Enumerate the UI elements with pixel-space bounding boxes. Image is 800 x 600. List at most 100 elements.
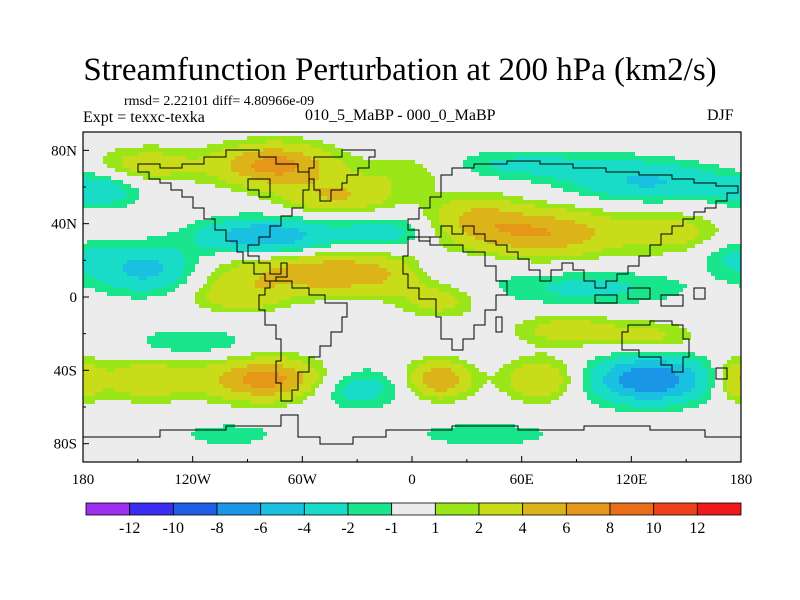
field-cell (227, 144, 232, 149)
field-cell (83, 152, 88, 157)
field-cell (603, 184, 608, 189)
field-cell (595, 216, 600, 221)
field-cell (155, 152, 160, 157)
field-cell (135, 212, 140, 217)
field-cell (419, 156, 424, 161)
field-cell (479, 192, 484, 197)
field-cell (419, 208, 424, 213)
field-cell (423, 140, 428, 145)
field-cell (339, 160, 344, 165)
field-cell (159, 184, 164, 189)
field-cell (431, 188, 436, 193)
field-cell (183, 192, 188, 197)
field-cell (687, 200, 692, 205)
field-cell (711, 152, 716, 157)
field-cell (631, 196, 636, 201)
field-cell (159, 156, 164, 161)
field-cell (735, 140, 740, 145)
field-cell (431, 168, 436, 173)
field-cell (507, 136, 512, 141)
field-cell (175, 160, 180, 165)
field-cell (271, 140, 276, 145)
field-cell (639, 156, 644, 161)
field-cell (387, 180, 392, 185)
field-cell (115, 144, 120, 149)
field-cell (479, 212, 484, 217)
field-cell (95, 136, 100, 141)
field-cell (171, 152, 176, 157)
field-cell (419, 168, 424, 173)
field-cell (619, 220, 624, 225)
field-cell (623, 192, 628, 197)
field-cell (551, 152, 556, 157)
field-cell (431, 132, 436, 137)
field-cell (663, 204, 668, 209)
field-cell (183, 140, 188, 145)
field-cell (383, 156, 388, 161)
field-cell (115, 164, 120, 169)
field-cell (115, 212, 120, 217)
field-cell (499, 216, 504, 221)
field-cell (599, 192, 604, 197)
field-cell (539, 156, 544, 161)
field-cell (539, 152, 544, 157)
field-cell (471, 204, 476, 209)
field-cell (667, 132, 672, 137)
field-cell (287, 192, 292, 197)
field-cell (671, 196, 676, 201)
field-cell (523, 216, 528, 221)
field-cell (555, 188, 560, 193)
field-cell (543, 220, 548, 225)
field-cell (579, 148, 584, 153)
field-cell (723, 164, 728, 169)
field-cell (603, 188, 608, 193)
field-cell (455, 200, 460, 205)
field-cell (367, 196, 372, 201)
field-cell (723, 188, 728, 193)
field-cell (651, 160, 656, 165)
field-cell (667, 140, 672, 145)
field-cell (331, 212, 336, 217)
field-cell (615, 180, 620, 185)
field-cell (115, 140, 120, 145)
field-cell (555, 132, 560, 137)
field-cell (567, 196, 572, 201)
field-cell (555, 168, 560, 173)
field-cell (719, 160, 724, 165)
field-cell (435, 172, 440, 177)
field-cell (171, 204, 176, 209)
field-cell (367, 212, 372, 217)
field-cell (383, 208, 388, 213)
field-cell (703, 200, 708, 205)
field-cell (703, 176, 708, 181)
field-cell (227, 168, 232, 173)
field-cell (483, 140, 488, 145)
field-cell (415, 180, 420, 185)
field-cell (127, 188, 132, 193)
field-cell (363, 184, 368, 189)
field-cell (403, 212, 408, 217)
field-cell (395, 152, 400, 157)
field-cell (87, 224, 92, 229)
field-cell (639, 176, 644, 181)
field-cell (623, 208, 628, 213)
field-cell (135, 224, 140, 229)
field-cell (559, 208, 564, 213)
field-cell (435, 144, 440, 149)
field-cell (391, 184, 396, 189)
field-cell (503, 152, 508, 157)
field-cell (283, 204, 288, 209)
field-cell (375, 212, 380, 217)
field-cell (667, 196, 672, 201)
field-cell (91, 184, 96, 189)
field-cell (539, 144, 544, 149)
field-cell (91, 164, 96, 169)
field-cell (247, 224, 252, 229)
field-cell (623, 220, 628, 225)
field-cell (227, 180, 232, 185)
field-cell (223, 184, 228, 189)
field-cell (615, 144, 620, 149)
field-cell (647, 164, 652, 169)
field-cell (683, 204, 688, 209)
field-cell (483, 168, 488, 173)
